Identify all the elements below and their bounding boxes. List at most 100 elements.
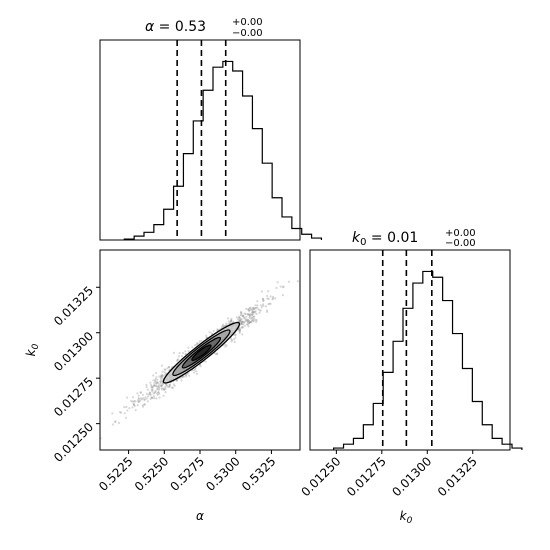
sample-point	[194, 368, 197, 371]
sample-point	[249, 321, 252, 324]
sample-point	[222, 325, 225, 328]
sample-point	[196, 342, 199, 345]
alpha-xtick-label-3: 0.5300	[203, 454, 243, 494]
sample-point	[185, 373, 188, 377]
sample-point	[150, 396, 153, 399]
sample-point	[269, 302, 272, 305]
k0-histogram-panel: 0.01250 0.01275 0.01300 0.01325	[298, 249, 523, 499]
sample-point	[212, 330, 215, 333]
sample-point	[253, 315, 256, 318]
sample-point	[132, 402, 135, 405]
alpha-title-lower: −0.00	[232, 28, 263, 39]
sample-point	[260, 306, 263, 309]
sample-point	[205, 334, 208, 337]
sample-point	[152, 395, 156, 398]
sample-point	[247, 321, 250, 324]
sample-point	[151, 390, 154, 393]
sample-point	[230, 340, 233, 343]
sample-point	[143, 403, 146, 406]
sample-point	[187, 350, 190, 353]
sample-point	[231, 339, 234, 342]
sample-point	[198, 340, 201, 343]
sample-point	[246, 313, 249, 316]
alpha-xtick-label-1: 0.5250	[132, 454, 172, 494]
sample-point	[156, 393, 159, 396]
sample-point	[221, 325, 224, 328]
sample-point	[154, 377, 157, 381]
sample-point	[124, 416, 128, 419]
sample-point	[159, 385, 162, 388]
sample-point	[245, 307, 248, 310]
sample-point	[163, 373, 166, 376]
sample-point	[248, 315, 252, 318]
sample-point	[216, 353, 219, 356]
sample-point	[241, 320, 244, 323]
sample-point	[243, 312, 246, 315]
sample-point	[131, 406, 134, 409]
sample-point	[139, 399, 142, 402]
sample-point	[149, 393, 152, 396]
sample-point	[193, 371, 196, 374]
sample-point	[150, 386, 153, 389]
sample-point	[145, 392, 148, 395]
sample-point	[242, 316, 245, 319]
sample-point	[238, 320, 242, 323]
sample-point	[248, 321, 251, 325]
sample-point	[262, 299, 265, 303]
x-axis-label-alpha: α	[196, 509, 204, 523]
sample-point	[133, 404, 136, 407]
sample-point	[157, 391, 160, 394]
k0-ytick-label-0: 0.01250	[51, 420, 96, 465]
sample-point	[252, 320, 255, 323]
sample-point	[238, 328, 241, 331]
sample-point	[258, 311, 261, 314]
sample-point	[241, 326, 244, 329]
sample-point	[239, 313, 242, 316]
sample-point	[160, 384, 163, 387]
sample-point	[233, 341, 236, 344]
sample-point	[266, 294, 269, 298]
sample-point	[267, 303, 270, 306]
sample-point	[227, 317, 230, 320]
sample-point	[223, 324, 226, 327]
sample-point	[155, 397, 158, 400]
sample-point	[248, 319, 251, 323]
sample-point	[180, 376, 183, 379]
sample-point	[154, 380, 157, 383]
sample-point	[246, 323, 249, 326]
sample-point	[126, 409, 129, 412]
sample-point	[157, 385, 160, 388]
sample-point	[195, 372, 198, 375]
sample-point	[268, 302, 271, 305]
sample-point	[251, 310, 254, 313]
sample-point	[240, 322, 243, 326]
sample-point	[155, 382, 158, 385]
sample-point	[250, 313, 254, 316]
sample-point	[237, 318, 240, 321]
sample-point	[145, 397, 148, 400]
sample-point	[246, 318, 249, 321]
sample-point	[168, 385, 171, 388]
sample-point	[175, 379, 179, 382]
sample-point	[234, 333, 237, 336]
sample-point	[163, 368, 166, 371]
sample-point	[245, 319, 248, 322]
sample-point	[258, 309, 261, 312]
sample-point	[262, 304, 265, 307]
sample-point	[247, 325, 250, 328]
sample-point	[233, 334, 237, 337]
sample-point	[256, 300, 259, 303]
sample-point	[165, 383, 168, 386]
sample-point	[195, 343, 198, 346]
sample-point	[184, 352, 187, 355]
sample-point	[237, 315, 241, 318]
sample-point	[256, 306, 259, 309]
sample-point	[249, 313, 252, 317]
sample-point	[111, 412, 114, 415]
sample-point	[216, 328, 219, 331]
sample-point	[158, 396, 161, 399]
sample-point	[139, 391, 142, 394]
sample-point	[161, 384, 164, 387]
sample-point	[172, 383, 175, 386]
sample-point	[251, 311, 254, 314]
